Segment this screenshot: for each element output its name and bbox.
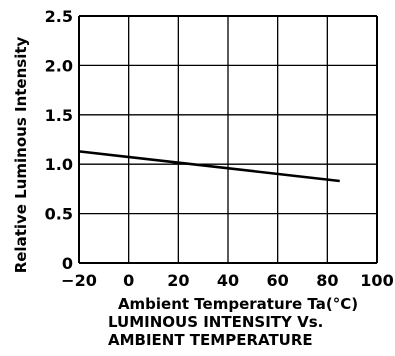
- x-tick-label: 40: [217, 271, 239, 290]
- grid: [78, 15, 378, 264]
- x-tick-label: 100: [360, 271, 393, 290]
- x-tick-label: 80: [316, 271, 338, 290]
- x-axis-label: Ambient Temperature Ta(°C): [118, 295, 358, 313]
- x-tick-label: −20: [61, 271, 97, 290]
- y-tick-label: 0.5: [45, 205, 73, 224]
- caption-line-2: AMBIENT TEMPERATURE: [108, 331, 313, 349]
- y-axis-label: Relative Luminous Intensity: [12, 36, 30, 273]
- caption-line-1: LUMINOUS INTENSITY Vs.: [108, 313, 323, 331]
- x-tick-labels: −20 0 20 40 60 80 100: [61, 271, 394, 290]
- y-tick-label: 2.5: [45, 7, 73, 26]
- y-tick-label: 0: [62, 254, 73, 273]
- x-tick-label: 20: [167, 271, 189, 290]
- y-tick-label: 2.0: [45, 56, 73, 75]
- y-tick-label: 1.0: [45, 155, 73, 174]
- x-tick-label: 0: [123, 271, 134, 290]
- series-line: [78, 150, 340, 183]
- series: [78, 150, 340, 183]
- x-tick-label: 60: [267, 271, 289, 290]
- y-tick-label: 1.5: [45, 106, 73, 125]
- y-tick-labels: 0 0.5 1.0 1.5 2.0 2.5: [45, 7, 73, 273]
